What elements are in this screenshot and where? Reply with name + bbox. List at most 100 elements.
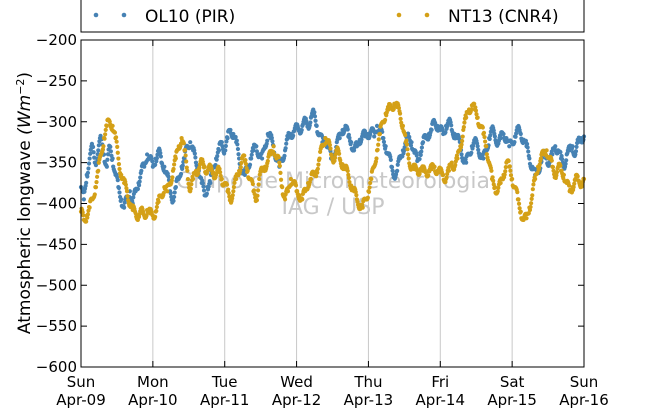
- series-1-trace-135-4: [469, 107, 474, 112]
- x-tick-label-date-5: Apr-14: [416, 391, 466, 409]
- series-1-point-13: [116, 156, 121, 161]
- series-1-trace-82-3: [316, 162, 321, 167]
- y-tick-label-7: −250: [36, 72, 77, 90]
- series-1-trace-22-4: [144, 213, 149, 218]
- series-0-trace-10-2: [108, 149, 113, 154]
- series-0-trace-76-4: [299, 127, 304, 133]
- series-1-trace-152-1: [516, 197, 521, 202]
- series-0-trace-44-4: [207, 179, 212, 184]
- series-1-trace-64-4: [265, 161, 270, 166]
- series-1-trace-110-3: [396, 105, 401, 111]
- series-0-trace-20-2: [137, 179, 142, 184]
- series-0-trace-8-4: [104, 163, 109, 168]
- series-1-trace-165-4: [555, 166, 560, 171]
- series-0-trace-114-4: [408, 143, 414, 148]
- series-1-trace-61-3: [255, 188, 261, 193]
- series-1-point-62: [257, 176, 262, 182]
- series-1-trace-55-3: [238, 165, 243, 170]
- legend-marker-ol10-2: [121, 12, 127, 18]
- series-1-trace-40-4: [196, 170, 201, 175]
- y-tick-label-8: −200: [36, 31, 77, 49]
- series-0-trace-20-3: [138, 175, 143, 180]
- series-1-trace-6-1: [96, 160, 101, 165]
- series-0-trace-13-3: [117, 194, 123, 200]
- series-0-trace-118-1: [418, 152, 423, 158]
- series-1-trace-0-4: [81, 213, 86, 218]
- series-1-trace-83-1: [318, 149, 323, 154]
- series-1-trace-111-1: [398, 116, 403, 121]
- series-1-trace-174-4: [581, 176, 586, 181]
- x-tick-label-date-6: Apr-15: [487, 391, 537, 409]
- series-1-trace-113-1: [404, 138, 409, 143]
- series-1-trace-42-4: [201, 165, 207, 170]
- series-1-trace-26-4: [155, 197, 161, 202]
- series-1-trace-9-4: [107, 118, 112, 123]
- series-1-point-37: [185, 168, 190, 173]
- series-1-trace-156-4: [529, 196, 534, 201]
- series-1-trace-120-4: [426, 173, 431, 178]
- series-1-trace-15-4: [124, 186, 129, 191]
- series-0-trace-108-2: [390, 168, 395, 173]
- legend-marker-ol10: [93, 12, 99, 18]
- series-1-trace-139-4: [480, 125, 485, 130]
- x-tick-label-day-1: Mon: [137, 373, 169, 391]
- series-1-trace-16-2: [126, 198, 131, 203]
- series-0-trace-79-4: [308, 120, 313, 125]
- series-0-trace-18-1: [131, 195, 136, 200]
- series-0-trace-107-4: [388, 157, 393, 162]
- y-tick-label-5: −350: [36, 154, 77, 172]
- series-0-trace-118-4: [420, 141, 425, 146]
- series-0-trace-143-3: [491, 128, 496, 133]
- series-1-trace-143-4: [492, 185, 497, 191]
- x-tick-label-date-7: Apr-16: [559, 391, 609, 409]
- series-1-trace-61-1: [254, 198, 260, 203]
- series-1-trace-110-4: [397, 109, 402, 114]
- series-0-trace-172-1: [573, 149, 579, 154]
- series-0-trace-27-3: [158, 150, 163, 156]
- series-1-trace-165-3: [554, 169, 560, 175]
- series-1-trace-88-1: [332, 158, 337, 163]
- series-1-trace-2-1: [85, 215, 90, 220]
- series-0-trace-2-2: [85, 170, 90, 176]
- series-0-trace-142-1: [487, 136, 492, 142]
- series-1-point-157: [530, 193, 535, 198]
- series-0-trace-81-4: [314, 123, 319, 128]
- series-1-trace-127-1: [444, 175, 449, 180]
- series-0-trace-66-3: [270, 139, 275, 144]
- x-tick-label-date-3: Apr-12: [272, 391, 322, 409]
- series-0-point-103: [374, 123, 380, 128]
- series-1-trace-137-1: [473, 105, 478, 110]
- series-0-trace-151-1: [513, 134, 518, 139]
- series-0-trace-6-4: [98, 133, 103, 138]
- series-1-trace-82-4: [316, 157, 322, 163]
- series-1-trace-61-4: [256, 182, 261, 187]
- series-0-trace-126-4: [443, 130, 448, 135]
- grid-lines: [152, 40, 513, 367]
- series-0-trace-152-4: [518, 130, 523, 135]
- x-tick-label-day-4: Thu: [353, 373, 382, 391]
- series-1-trace-76-4: [299, 196, 304, 201]
- series-0-point-1: [81, 197, 86, 202]
- series-0-trace-50-1: [223, 148, 228, 153]
- series-1-trace-148-4: [506, 158, 511, 164]
- series-0-trace-13-2: [117, 190, 122, 195]
- series-0-trace-58-4: [247, 162, 253, 167]
- x-tick-label-date-4: Apr-13: [344, 391, 394, 409]
- series-1-trace-51-1: [226, 187, 231, 192]
- series-0-point-55: [236, 156, 242, 161]
- series-0-trace-50-4: [224, 135, 230, 140]
- series-1-trace-36-3: [184, 159, 189, 164]
- series-1-trace-38-2: [189, 182, 194, 187]
- series-1-trace-53-1: [231, 185, 237, 190]
- legend-item-nt13: NT13 (CNR4): [396, 7, 559, 27]
- series-0-trace-43-4: [204, 191, 209, 196]
- series-1-trace-137-4: [474, 115, 480, 120]
- series-1-trace-52-4: [230, 193, 235, 198]
- x-tick-label-date-1: Apr-10: [128, 391, 178, 409]
- series-1-trace-164-2: [551, 168, 556, 173]
- series-0-trace-131-3: [457, 136, 462, 142]
- series-0-trace-24-4: [150, 159, 155, 164]
- series-0-trace-42-2: [200, 181, 205, 186]
- series-1-trace-35-4: [181, 141, 186, 146]
- series-1-trace-32-4: [173, 154, 178, 159]
